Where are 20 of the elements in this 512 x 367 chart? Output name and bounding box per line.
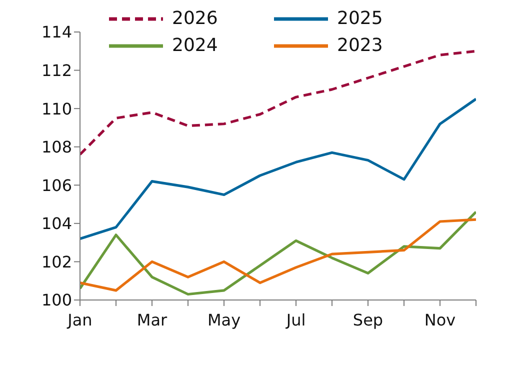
x-tick-label: Jul xyxy=(285,310,306,330)
y-tick-label: 110 xyxy=(41,99,72,118)
legend-label: 2023 xyxy=(337,35,383,56)
x-tick-label: May xyxy=(207,310,241,330)
y-tick-label: 108 xyxy=(41,138,72,157)
y-tick-label: 106 xyxy=(41,176,72,195)
line-series xyxy=(80,50,476,156)
x-tick-label: Sep xyxy=(352,310,384,330)
legend-label: 2025 xyxy=(337,8,383,29)
legend-label: 2026 xyxy=(172,8,218,29)
y-tick-label: 100 xyxy=(41,290,72,310)
y-tick-label: 104 xyxy=(41,214,72,234)
x-tick-label: Jan xyxy=(66,310,92,330)
line-series xyxy=(80,98,476,240)
y-tick-label: 112 xyxy=(41,60,72,80)
x-tick-label: Nov xyxy=(424,310,456,330)
y-tick-label: 102 xyxy=(41,252,72,272)
y-tick-label: 114 xyxy=(41,22,72,42)
x-tick-label: Mar xyxy=(136,310,168,330)
legend-label: 2024 xyxy=(172,35,218,56)
